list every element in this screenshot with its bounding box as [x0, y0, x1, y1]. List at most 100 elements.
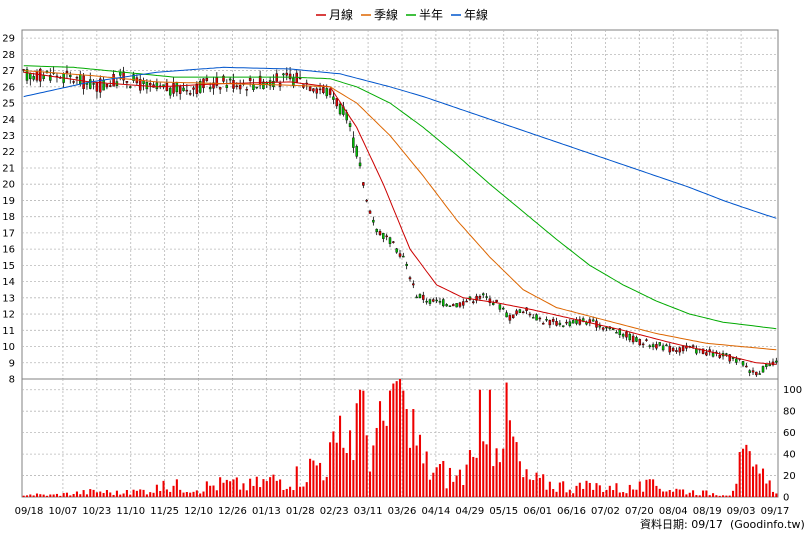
- volume-bar-11: [59, 495, 62, 497]
- candle-body-224: [768, 363, 771, 367]
- volume-bar-109: [385, 425, 388, 497]
- candle-body-23: [99, 78, 102, 93]
- volume-bar-107: [378, 401, 382, 497]
- candle-body-1: [25, 69, 29, 81]
- volume-bar-188: [648, 479, 651, 497]
- candle-body-219: [751, 370, 755, 373]
- volume-bar-148: [515, 442, 518, 497]
- candle-body-52: [195, 83, 199, 95]
- volume-bar-202: [695, 495, 698, 497]
- volume-bar-196: [675, 488, 678, 497]
- volume-bar-194: [668, 489, 671, 497]
- volume-bar-71: [259, 487, 262, 497]
- candle-body-144: [502, 307, 505, 310]
- candle-body-139: [485, 296, 488, 298]
- volume-bar-21: [92, 489, 95, 497]
- candle-body-214: [735, 358, 738, 363]
- candle-body-71: [258, 75, 262, 86]
- volume-bar-113: [398, 379, 402, 497]
- candle-body-116: [408, 277, 412, 280]
- volume-bar-199: [685, 494, 688, 497]
- volume-bar-60: [222, 482, 225, 497]
- candle-body-177: [611, 328, 615, 330]
- volume-bar-99: [352, 460, 355, 497]
- volume-tick-80: 80: [783, 407, 796, 418]
- volume-bar-161: [558, 482, 561, 497]
- candle-body-205: [705, 352, 708, 356]
- volume-bar-151: [525, 469, 528, 497]
- candle-body-98: [348, 123, 352, 127]
- volume-bar-39: [152, 492, 155, 497]
- volume-bar-210: [722, 495, 725, 497]
- moving-average-ma_year: [23, 66, 777, 219]
- x-tick-07/20: 07/20: [625, 506, 654, 517]
- volume-bar-114: [402, 390, 405, 497]
- volume-bar-8: [49, 494, 52, 497]
- volume-bar-218: [748, 451, 751, 497]
- candle-body-212: [728, 354, 731, 362]
- volume-bar-204: [702, 490, 705, 497]
- volume-bar-146: [508, 420, 511, 497]
- volume-bar-110: [388, 390, 392, 497]
- candle-body-88: [315, 88, 318, 94]
- candle-body-174: [601, 327, 605, 330]
- candle-body-194: [668, 345, 671, 353]
- volume-bar-53: [199, 493, 202, 497]
- candle-body-146: [508, 315, 512, 321]
- volume-bar-189: [652, 479, 655, 497]
- candle-body-68: [248, 78, 252, 81]
- candle-body-53: [198, 81, 202, 93]
- volume-bar-49: [185, 491, 188, 497]
- price-tick-10: 10: [2, 342, 15, 353]
- candle-body-8: [49, 75, 52, 81]
- x-tick-10/23: 10/23: [82, 506, 111, 517]
- volume-bar-158: [548, 481, 551, 497]
- volume-bar-115: [405, 409, 408, 497]
- volume-bar-135: [472, 456, 475, 497]
- volume-bar-97: [345, 453, 348, 497]
- price-tick-11: 11: [2, 326, 15, 337]
- candle-body-103: [365, 199, 368, 202]
- candle-body-182: [628, 333, 632, 341]
- candle-body-61: [225, 85, 229, 88]
- volume-bar-147: [512, 436, 515, 497]
- volume-bar-50: [189, 492, 192, 497]
- volume-bar-3: [32, 495, 35, 497]
- candle-body-18: [82, 75, 85, 89]
- volume-bar-112: [395, 381, 398, 497]
- candle-body-217: [745, 365, 748, 368]
- volume-bar-26: [109, 492, 112, 497]
- price-tick-19: 19: [2, 196, 15, 207]
- candle-body-160: [555, 321, 558, 326]
- volume-bar-215: [738, 452, 741, 497]
- candle-body-150: [521, 311, 525, 314]
- candle-body-60: [222, 75, 225, 82]
- volume-bar-73: [265, 481, 268, 497]
- volume-bar-108: [382, 420, 385, 497]
- candle-body-104: [368, 210, 372, 214]
- candle-body-167: [578, 319, 582, 325]
- candle-body-209: [718, 354, 721, 358]
- volume-bar-74: [269, 477, 272, 497]
- candle-body-113: [398, 253, 402, 257]
- candle-body-51: [192, 87, 195, 90]
- candle-body-105: [372, 219, 375, 223]
- volume-bar-104: [368, 471, 372, 497]
- volume-bar-13: [65, 492, 68, 497]
- volume-bar-35: [139, 489, 142, 497]
- x-tick-07/02: 07/02: [591, 506, 620, 517]
- volume-bar-195: [672, 491, 675, 497]
- volume-bar-38: [149, 492, 152, 497]
- candle-body-133: [465, 300, 468, 303]
- candle-body-153: [531, 317, 535, 319]
- volume-bar-191: [658, 488, 661, 497]
- volume-bar-150: [522, 477, 525, 497]
- volume-bar-129: [452, 481, 455, 497]
- candle-body-221: [758, 373, 761, 375]
- volume-bar-197: [678, 489, 681, 497]
- volume-bar-145: [505, 382, 508, 497]
- candle-body-72: [262, 81, 265, 90]
- volume-bar-221: [758, 473, 761, 497]
- price-tick-13: 13: [2, 293, 15, 304]
